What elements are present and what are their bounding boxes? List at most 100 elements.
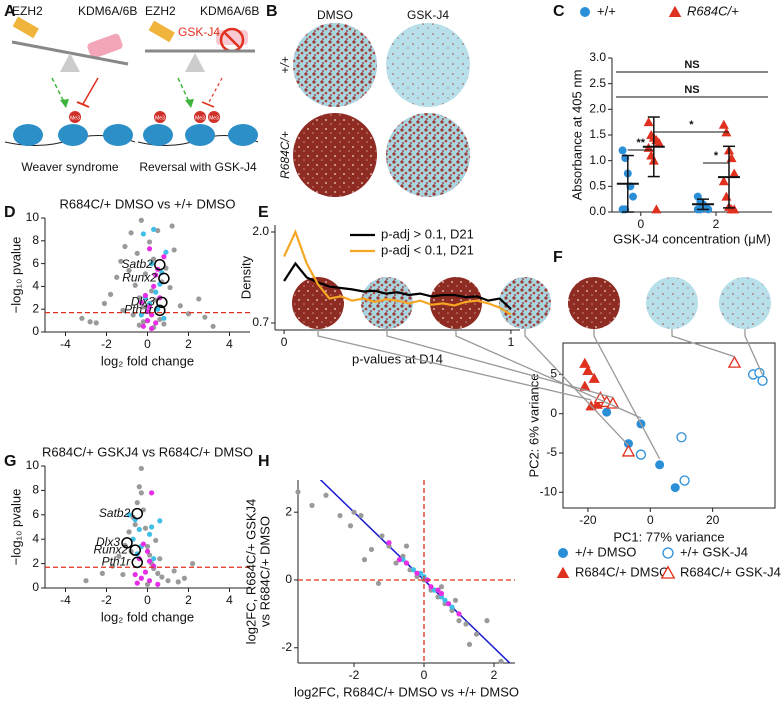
connector	[524, 329, 629, 446]
panel-letter: C	[553, 3, 565, 20]
connector	[744, 329, 764, 375]
point	[202, 314, 208, 320]
point	[718, 119, 729, 129]
enzyme-label: EZH2	[12, 4, 43, 18]
gene-marker	[131, 507, 143, 520]
point	[157, 556, 163, 562]
y-tick-label: 2	[285, 504, 292, 518]
point	[155, 581, 161, 587]
point	[132, 571, 138, 578]
point	[146, 239, 153, 245]
point	[181, 575, 187, 581]
panel-letter: G	[4, 453, 16, 470]
point	[396, 557, 403, 563]
legend-label: R684C/+ DMSO	[575, 564, 669, 579]
x-tick-label: 0	[281, 335, 288, 349]
point	[498, 658, 504, 664]
connector	[386, 329, 614, 399]
methyl-mark	[154, 111, 166, 123]
y-tick-label: 2.0	[589, 102, 606, 116]
point	[130, 312, 136, 318]
point	[718, 176, 729, 186]
column-label: DMSO	[317, 8, 353, 22]
legend-label: R684C/+ GSK-J4	[680, 564, 781, 579]
well-image	[293, 113, 377, 197]
x-tick-label: 4	[226, 337, 233, 351]
point	[140, 304, 146, 310]
panel-letter: D	[4, 204, 16, 221]
point	[337, 512, 343, 519]
connector	[317, 329, 592, 401]
point	[136, 526, 142, 533]
point	[149, 312, 155, 318]
bracket-label: *	[689, 119, 694, 131]
point	[161, 321, 167, 327]
panel-letter: A	[4, 3, 16, 20]
nucleosome	[103, 124, 133, 146]
point	[351, 509, 357, 515]
inhibition-bar	[201, 101, 215, 108]
arrow-head	[60, 99, 69, 108]
y-tick-label: -10	[540, 484, 558, 498]
x-tick-label: 2	[491, 668, 498, 682]
legend-marker	[660, 565, 676, 579]
point	[582, 364, 594, 375]
point	[157, 316, 163, 323]
x-tick-label: 0	[421, 668, 428, 682]
point	[87, 319, 93, 325]
legend-marker	[556, 566, 570, 578]
point	[120, 307, 126, 313]
y-tick-label: 0	[285, 572, 292, 586]
point	[171, 568, 177, 574]
gene-marker	[158, 272, 170, 285]
gene-marker	[131, 556, 143, 569]
panel-letter: F	[553, 249, 563, 266]
legend-label: p-adj < 0.1, D21	[381, 242, 474, 257]
density-line	[283, 261, 512, 310]
point	[295, 489, 301, 495]
point	[146, 558, 153, 564]
point	[155, 227, 161, 234]
well-image	[646, 277, 698, 329]
well-image	[568, 277, 620, 329]
point	[134, 500, 140, 506]
point	[393, 560, 399, 566]
point	[456, 611, 462, 617]
point	[138, 312, 144, 318]
inhibition-bar	[76, 101, 90, 108]
point	[126, 529, 132, 535]
point	[438, 590, 445, 597]
x-axis-label: log₂ fold change	[101, 353, 194, 368]
point	[361, 557, 368, 563]
point	[606, 396, 620, 409]
connector	[455, 329, 642, 419]
x-tick-label: 0	[637, 217, 644, 231]
y-tick-label: 0.5	[589, 179, 606, 193]
point	[138, 299, 144, 305]
point	[621, 444, 636, 457]
y-tick-label: 10	[26, 210, 40, 224]
point	[445, 601, 452, 607]
point	[136, 322, 142, 328]
point	[368, 546, 375, 553]
nucleosome	[185, 124, 215, 146]
point	[146, 578, 153, 584]
legend-label: +/+ DMSO	[575, 544, 636, 559]
nucleosome	[13, 124, 43, 146]
point	[142, 292, 149, 299]
point	[153, 320, 159, 326]
x-tick-label: -2	[101, 593, 112, 607]
point	[757, 375, 768, 386]
x-axis-label: PC1: 77% variance	[613, 529, 724, 544]
inhibitor-label: GSK-J4	[178, 25, 220, 39]
column-label: GSK-J4	[407, 8, 449, 22]
legend-label: p-adj > 0.1, D21	[381, 226, 474, 241]
point	[163, 249, 169, 255]
x-tick-label: 0	[144, 337, 151, 351]
connector	[671, 329, 735, 358]
fulcrum	[60, 53, 80, 72]
point	[140, 541, 146, 547]
point	[159, 574, 165, 580]
point	[126, 267, 132, 274]
y-tick-label: 1.5	[589, 127, 606, 141]
